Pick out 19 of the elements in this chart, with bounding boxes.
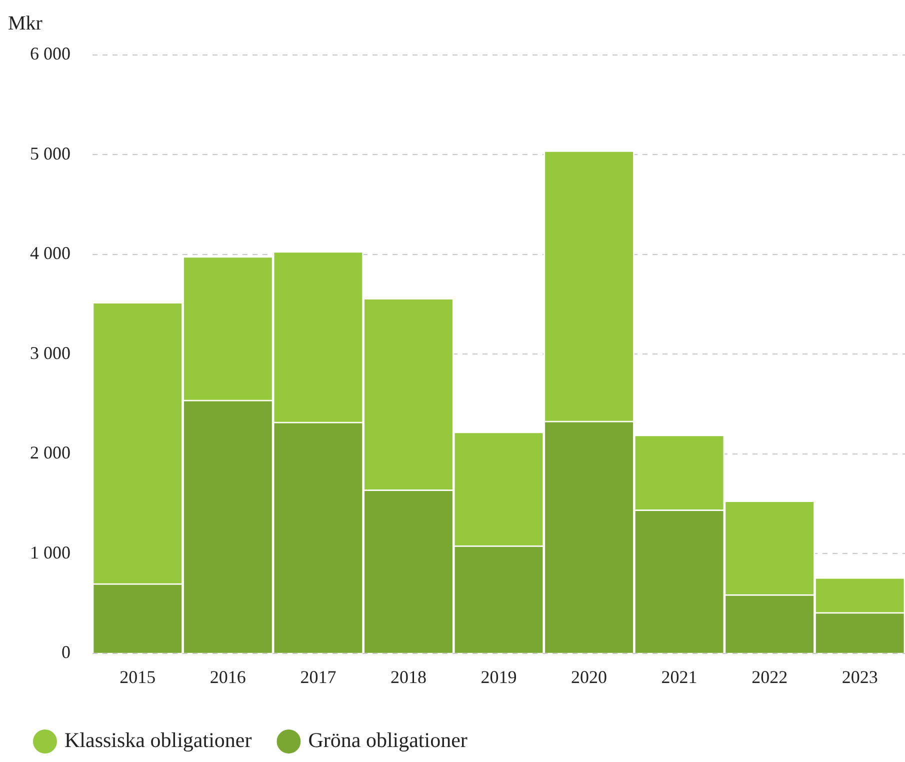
x-tick-label: 2019 <box>480 666 517 687</box>
y-tick-label: 1 000 <box>30 542 70 562</box>
legend-label: Klassiska obligationer <box>64 728 252 752</box>
x-tick-label: 2020 <box>571 666 608 687</box>
x-tick-label: 2018 <box>390 666 426 687</box>
y-tick-label: 4 000 <box>30 243 70 264</box>
y-tick-label: 3 000 <box>30 342 70 363</box>
y-tick-label: 6 000 <box>30 44 70 64</box>
y-tick-label: 5 000 <box>30 143 70 164</box>
x-tick-label: 2023 <box>842 666 878 687</box>
legend-label: Gröna obligationer <box>308 728 468 752</box>
x-tick-label: 2015 <box>120 666 156 687</box>
y-axis-title: Mkr <box>8 12 43 34</box>
x-tick-label: 2022 <box>752 666 788 687</box>
y-tick-label: 2 000 <box>30 442 70 463</box>
x-tick-label: 2016 <box>210 666 246 687</box>
x-tick-label: 2021 <box>661 666 698 687</box>
x-tick-label: 2017 <box>300 666 336 687</box>
y-tick-label: 0 <box>62 642 70 662</box>
